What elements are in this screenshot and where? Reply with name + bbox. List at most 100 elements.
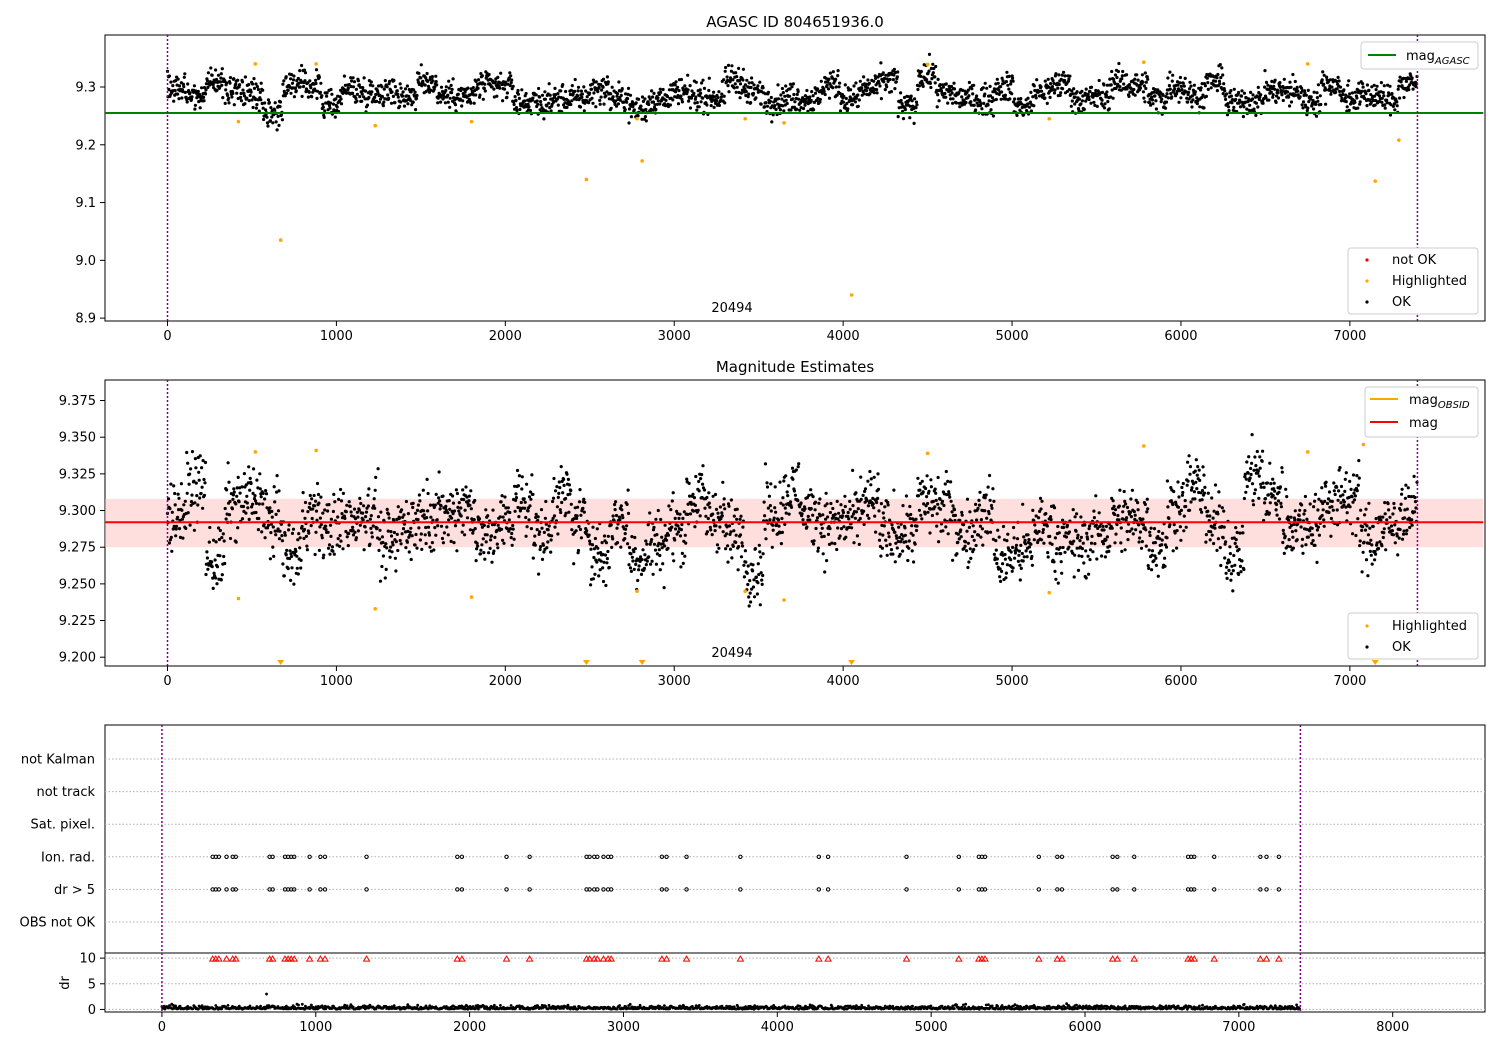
ok-point	[1043, 96, 1047, 100]
ok-point	[854, 510, 859, 514]
ok-point	[1104, 93, 1108, 97]
ok-point	[1098, 91, 1102, 95]
ok-point	[1059, 560, 1063, 564]
ok-point	[373, 95, 377, 99]
ok-point	[478, 93, 482, 97]
ok-point	[431, 79, 435, 83]
ok-point	[398, 104, 402, 108]
ok-point	[836, 69, 840, 73]
ok-point	[663, 544, 667, 548]
ok-point	[361, 518, 365, 522]
ok-point	[1181, 481, 1185, 486]
ok-point	[1113, 82, 1117, 86]
ok-point	[1166, 76, 1170, 80]
ok-point	[1244, 490, 1248, 494]
ok-point	[292, 95, 296, 99]
ok-point	[225, 81, 229, 85]
ok-point	[937, 99, 941, 103]
ok-point	[1336, 75, 1340, 79]
ok-point	[621, 516, 625, 520]
ok-point	[1219, 76, 1223, 80]
ok-point	[1077, 109, 1081, 113]
ok-point	[392, 78, 396, 82]
ok-point	[909, 94, 913, 98]
ok-point	[227, 513, 232, 517]
ok-point	[1124, 518, 1128, 522]
ok-point	[1105, 535, 1109, 539]
ok-point	[530, 473, 534, 477]
ok-point	[198, 496, 202, 500]
ok-point	[983, 92, 987, 96]
ok-point	[1046, 555, 1050, 559]
ok-point	[1008, 97, 1012, 101]
ok-point	[1200, 488, 1205, 493]
ok-point	[1242, 496, 1246, 501]
ok-point	[364, 530, 368, 534]
ok-point	[378, 528, 382, 532]
ok-point	[814, 526, 818, 531]
ok-point	[1041, 530, 1045, 535]
ok-point	[425, 477, 429, 481]
ok-point	[722, 503, 726, 507]
ok-point	[654, 562, 659, 566]
ok-point	[394, 540, 398, 544]
ok-point	[401, 515, 405, 519]
ok-point	[174, 534, 178, 538]
highlighted-point	[314, 62, 318, 66]
ok-point	[602, 102, 606, 106]
ok-point	[372, 504, 376, 508]
ok-point	[523, 99, 527, 103]
ok-point	[1039, 538, 1044, 542]
ok-point	[1322, 82, 1326, 86]
ok-point	[199, 491, 203, 496]
ok-point	[193, 501, 197, 505]
ok-point	[188, 523, 192, 527]
ok-point	[881, 511, 885, 515]
ok-point	[315, 96, 319, 100]
ok-point	[1304, 93, 1308, 97]
ok-point	[644, 563, 648, 567]
ok-point	[223, 101, 227, 105]
ok-point	[1165, 92, 1169, 96]
ok-point	[179, 482, 183, 486]
ok-point	[443, 101, 447, 105]
ok-point	[1125, 505, 1130, 510]
ok-point	[827, 542, 832, 547]
ok-point	[1104, 538, 1108, 542]
ok-point	[1314, 114, 1319, 118]
ok-point	[1190, 479, 1194, 483]
ok-point	[1200, 96, 1204, 100]
ok-point	[1057, 82, 1061, 87]
ok-point	[656, 508, 660, 513]
ok-point	[413, 94, 417, 98]
ok-point	[1379, 90, 1383, 94]
ok-point	[1201, 465, 1205, 469]
ok-point	[1289, 100, 1294, 104]
ok-point	[1211, 525, 1215, 529]
ok-point	[1269, 482, 1273, 486]
ok-point	[725, 525, 729, 529]
highlighted-point	[278, 238, 283, 242]
ok-point	[1273, 78, 1277, 82]
ok-point	[731, 78, 735, 82]
ok-point	[967, 94, 971, 98]
ok-point	[233, 86, 237, 90]
ok-point	[1168, 87, 1172, 91]
ok-point	[185, 491, 189, 495]
ok-point	[1369, 100, 1373, 105]
ok-point	[380, 564, 384, 569]
ok-point	[1012, 536, 1016, 540]
ok-point	[341, 547, 345, 551]
ok-point	[455, 549, 459, 553]
ok-point	[768, 504, 773, 508]
ok-point	[675, 532, 679, 536]
ok-point	[273, 500, 277, 504]
ok-point	[1311, 101, 1315, 105]
ok-point	[1128, 90, 1132, 94]
ok-point	[1325, 75, 1329, 79]
ok-point	[372, 497, 376, 501]
ok-point	[927, 69, 931, 73]
ok-point	[1316, 99, 1320, 103]
ok-point	[872, 91, 876, 95]
ok-point	[1027, 545, 1032, 549]
